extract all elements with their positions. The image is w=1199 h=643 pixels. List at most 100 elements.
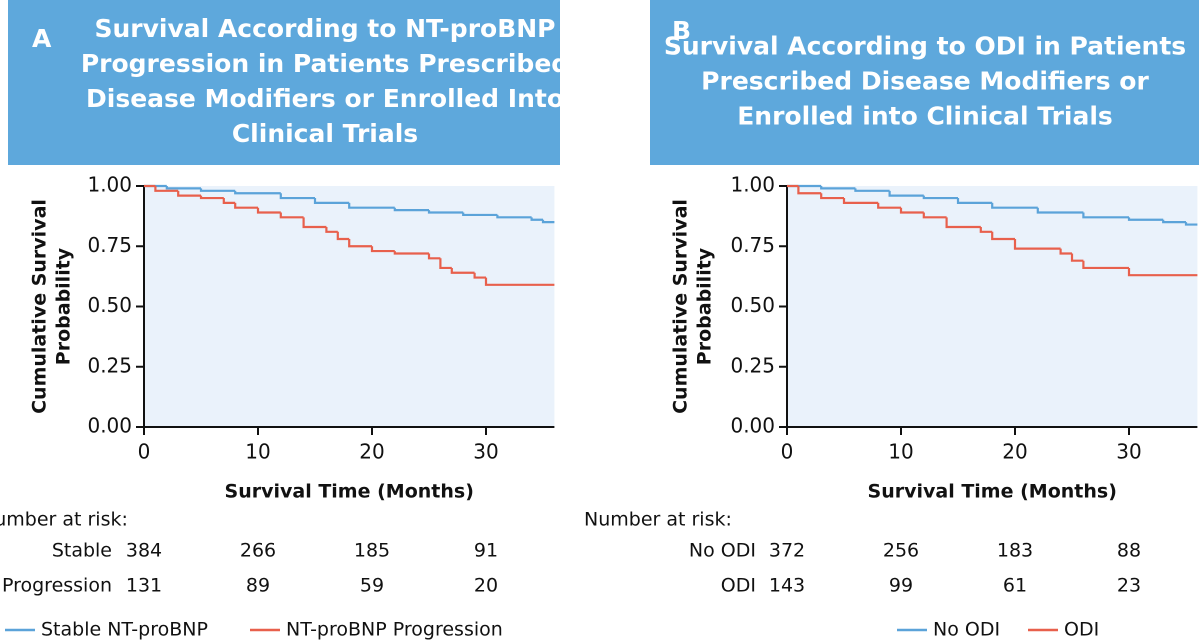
y-tick-label: 0.75 [87,233,132,257]
km-curve [144,184,555,224]
km-step [991,231,1015,241]
x-axis-label: Survival Time (Months) [225,481,474,503]
x-tick-label: 0 [781,440,794,464]
km-step [279,212,304,219]
km-step [1184,222,1198,226]
plot-area [144,186,555,427]
plot-area [787,186,1198,427]
km-step [370,246,395,253]
km-step [1082,260,1129,270]
km-step [1070,253,1084,262]
risk-count: 185 [354,540,390,562]
risk-count: 61 [1003,575,1027,597]
x-tick-label: 20 [359,440,384,464]
risk-count: 183 [997,540,1033,562]
x-tick-label: 30 [1116,440,1141,464]
y-tick-label: 1.00 [87,173,132,197]
panel-label: A [32,24,52,53]
km-step [1162,219,1186,224]
km-step [302,217,327,229]
km-step [427,253,441,260]
legend-label: Stable NT-proBNP [41,619,208,641]
risk-count: 256 [883,540,919,562]
km-curve [144,184,555,286]
y-axis-label: Probability [53,247,75,365]
risk-count: 88 [1117,540,1141,562]
risk-count: 143 [769,575,805,597]
chart-title: Survival According to ODI in Patients [664,32,1186,61]
y-tick-label: 0.50 [730,293,775,317]
chart-title: Survival According to NT-proBNP [95,14,556,43]
risk-row-label: ODI [721,575,756,597]
x-tick-label: 10 [888,440,913,464]
km-step [1036,207,1084,214]
km-curve [787,184,1198,226]
title-box [650,0,1199,165]
risk-count: 23 [1117,575,1141,597]
chart-title: Clinical Trials [232,119,418,148]
km-step [922,212,947,219]
km-step [820,186,856,190]
km-step [956,198,993,204]
panel-label: B [672,16,691,45]
km-step [279,193,315,200]
y-tick-label: 0.75 [730,233,775,257]
risk-row-label: Progression [2,575,112,597]
chart-title: Prescribed Disease Modifiers or [701,67,1149,96]
km-step [473,272,486,279]
x-tick-label: 10 [245,440,270,464]
km-step [877,202,901,209]
km-step [922,195,958,200]
y-axis-label: Cumulative Survival [670,199,692,414]
km-step [348,239,372,248]
km-step [325,226,338,233]
km-step [234,202,258,209]
km-step [336,231,350,241]
risk-count: 59 [360,575,384,597]
km-step [820,193,844,200]
risk-count: 91 [474,540,498,562]
km-step [256,207,281,214]
risk-count: 20 [474,575,498,597]
x-tick-label: 20 [1002,440,1027,464]
km-step [234,190,281,195]
km-curve [787,184,1198,277]
chart-title: Progression in Patients Prescribed [81,49,569,78]
km-step [530,217,543,221]
km-step [1059,248,1072,255]
risk-row-label: Stable [52,540,112,562]
legend-label: NT-proBNP Progression [286,619,503,641]
km-step [199,195,224,200]
km-step [842,198,879,204]
km-step [1127,217,1164,221]
km-step [165,186,201,190]
risk-count: 99 [889,575,913,597]
y-tick-label: 1.00 [730,173,775,197]
km-step [1127,267,1198,277]
risk-count: 89 [246,575,270,597]
risk-row-label: No ODI [689,540,756,562]
km-step [797,186,822,195]
chart-title: Enrolled into Clinical Trials [737,102,1113,131]
km-step [450,267,475,274]
km-step [313,198,350,204]
risk-count: 131 [126,575,162,597]
y-tick-label: 0.25 [730,353,775,377]
risk-count: 266 [240,540,276,562]
y-axis-label: Probability [694,247,716,365]
legend-label: ODI [1064,619,1099,641]
risk-title: Number at risk: [0,509,128,531]
risk-title: Number at risk: [584,509,732,531]
km-step [484,277,555,286]
km-step [348,202,395,209]
km-step [1013,239,1061,250]
km-step [496,214,532,219]
km-step [393,207,429,212]
km-step [462,212,498,217]
y-axis-label: Cumulative Survival [29,199,51,414]
km-step [393,251,429,255]
km-step [945,217,981,229]
km-step [439,258,452,270]
y-tick-label: 0.00 [730,414,775,438]
